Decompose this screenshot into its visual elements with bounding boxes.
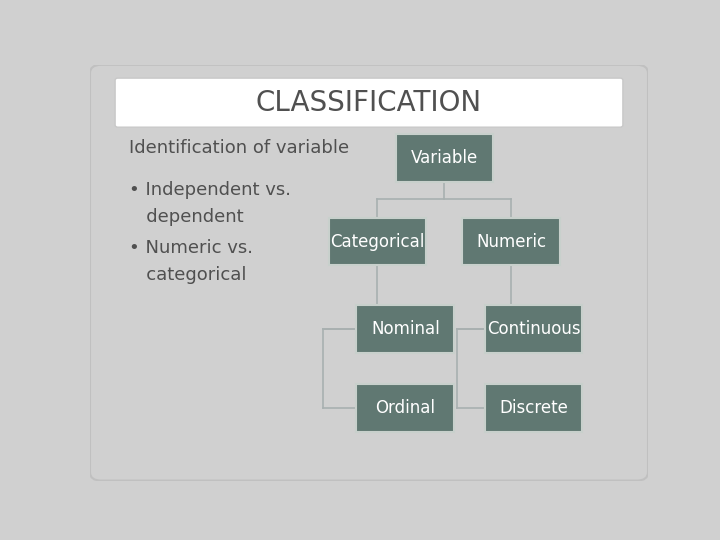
Text: Numeric: Numeric [476,233,546,251]
FancyBboxPatch shape [328,218,426,266]
FancyBboxPatch shape [485,384,582,432]
FancyBboxPatch shape [395,134,493,183]
FancyBboxPatch shape [462,218,560,266]
Text: CLASSIFICATION: CLASSIFICATION [256,89,482,117]
Text: Nominal: Nominal [371,320,440,338]
FancyBboxPatch shape [356,384,454,432]
Text: Continuous: Continuous [487,320,580,338]
Text: Categorical: Categorical [330,233,425,251]
FancyBboxPatch shape [90,65,648,481]
Text: Identification of variable: Identification of variable [129,139,349,157]
Text: Discrete: Discrete [499,399,568,417]
Text: Variable: Variable [410,150,478,167]
FancyBboxPatch shape [485,305,582,353]
Text: • Independent vs.
   dependent: • Independent vs. dependent [129,181,291,226]
Text: • Numeric vs.
   categorical: • Numeric vs. categorical [129,239,253,284]
FancyBboxPatch shape [356,305,454,353]
FancyBboxPatch shape [115,78,623,127]
Text: Ordinal: Ordinal [375,399,436,417]
